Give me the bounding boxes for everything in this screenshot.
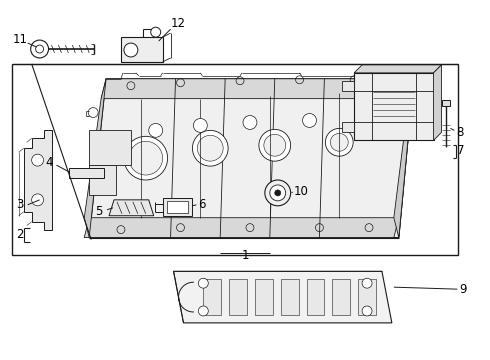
Circle shape (193, 130, 228, 166)
Circle shape (264, 134, 286, 156)
Circle shape (194, 118, 207, 132)
Bar (354, 73, 434, 140)
Bar (358, 279, 376, 315)
Bar (70, 168, 104, 178)
Text: 12: 12 (171, 17, 186, 30)
Text: 9: 9 (460, 283, 467, 296)
Bar (167, 201, 189, 213)
Polygon shape (101, 79, 414, 99)
Circle shape (243, 116, 257, 129)
Text: 2: 2 (16, 228, 24, 241)
Polygon shape (173, 271, 392, 323)
Text: 6: 6 (198, 198, 206, 211)
Circle shape (198, 306, 208, 316)
Circle shape (124, 136, 168, 180)
Text: 5: 5 (96, 205, 103, 218)
Circle shape (198, 278, 208, 288)
Circle shape (32, 154, 44, 166)
Circle shape (362, 278, 372, 288)
Text: 7: 7 (457, 144, 464, 157)
Text: 1: 1 (241, 249, 249, 262)
Text: 3: 3 (16, 198, 24, 211)
Bar (332, 279, 350, 315)
Circle shape (275, 190, 281, 196)
Polygon shape (84, 218, 399, 238)
Circle shape (270, 185, 286, 201)
Text: 4: 4 (46, 156, 53, 168)
Polygon shape (89, 130, 131, 165)
Bar (255, 279, 273, 315)
Bar (342, 81, 354, 91)
Circle shape (149, 123, 163, 137)
Bar (121, 37, 163, 62)
Polygon shape (109, 200, 154, 216)
Text: 8: 8 (457, 126, 464, 139)
Polygon shape (89, 165, 116, 195)
Circle shape (325, 129, 353, 156)
Circle shape (330, 133, 348, 151)
Circle shape (302, 113, 317, 127)
Text: 10: 10 (294, 185, 309, 198)
Circle shape (32, 194, 44, 206)
Bar (307, 279, 324, 315)
Circle shape (124, 43, 138, 57)
Bar (12, 64, 458, 255)
Circle shape (265, 180, 291, 206)
Bar (229, 279, 247, 315)
Polygon shape (84, 79, 106, 238)
Bar (163, 198, 193, 216)
Bar (342, 122, 354, 132)
Polygon shape (354, 65, 441, 73)
Bar (442, 100, 450, 105)
Text: 11: 11 (12, 33, 27, 46)
Bar (203, 279, 221, 315)
Polygon shape (24, 130, 51, 230)
Circle shape (129, 141, 163, 175)
Polygon shape (394, 79, 414, 238)
Polygon shape (89, 79, 414, 238)
Circle shape (151, 27, 161, 37)
Polygon shape (434, 65, 441, 140)
Bar (281, 279, 298, 315)
Circle shape (362, 306, 372, 316)
Circle shape (197, 135, 223, 161)
Circle shape (259, 129, 291, 161)
